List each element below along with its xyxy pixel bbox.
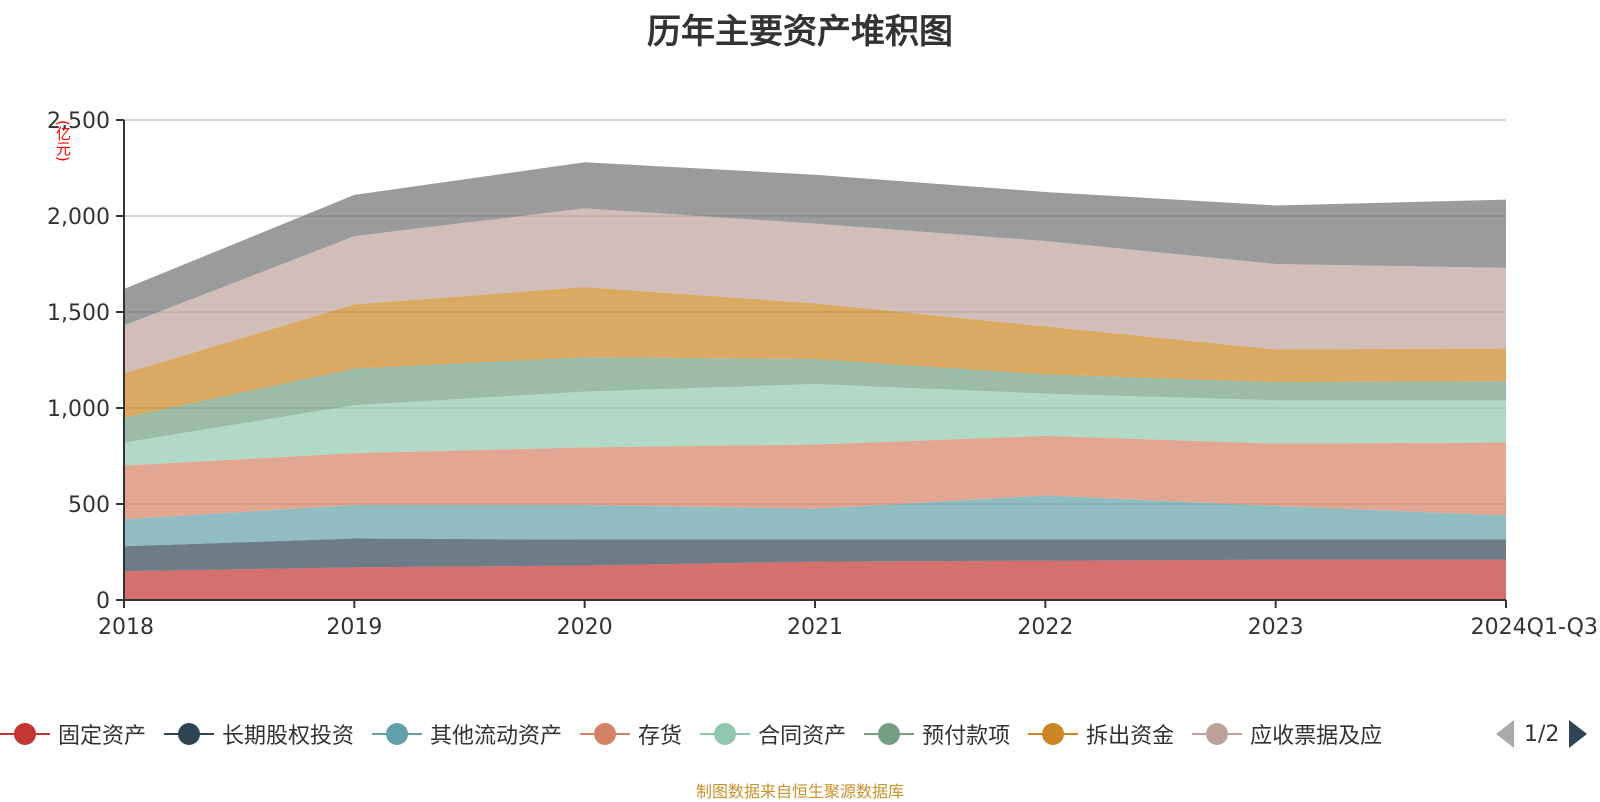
legend-label: 存货 — [638, 724, 683, 749]
legend-pager: 1/2 — [1496, 712, 1600, 756]
triangle-right-icon[interactable] — [1569, 720, 1588, 748]
legend-label: 固定资产 — [58, 724, 147, 749]
legend-item-2[interactable]: 其他流动资产 — [372, 718, 562, 750]
legend-item-7[interactable]: 应收票据及应 — [1192, 718, 1382, 750]
area-series-6 — [124, 287, 1506, 418]
area-series-4 — [124, 384, 1506, 466]
legend-item-6[interactable]: 拆出资金 — [1028, 718, 1174, 750]
y-tick-label: 2,500 — [47, 109, 110, 134]
legend-marker-icon — [1192, 722, 1243, 746]
legend-marker-icon — [372, 722, 423, 746]
legend-label: 其他流动资产 — [430, 724, 563, 749]
x-tick-label: 2022 — [1017, 615, 1073, 640]
legend-marker-icon — [864, 722, 915, 746]
x-tick-label: 2019 — [326, 615, 382, 640]
legend-item-3[interactable]: 存货 — [580, 718, 682, 750]
y-axis-unit-label: (亿元) — [54, 120, 72, 162]
y-tick-label: 0 — [96, 589, 110, 614]
x-axis-ticks: 2018 2019 2020 2021 2022 2023 2024Q1-Q3 — [98, 600, 1598, 640]
area-series-1 — [124, 538, 1506, 572]
triangle-left-icon[interactable] — [1496, 720, 1514, 748]
stacked-area-chart: 0 500 1,000 1,500 2,000 2,500 2018 2019 2020 202… — [47, 109, 1598, 640]
legend-marker-icon — [1028, 722, 1079, 746]
area-series-3 — [124, 435, 1506, 520]
x-tick-label: 2024Q1-Q3 — [1471, 615, 1598, 640]
legend-marker-icon — [700, 722, 751, 746]
y-tick-label: 2,000 — [47, 205, 110, 230]
area-series-8 — [124, 162, 1506, 326]
legend-label: 拆出资金 — [1086, 724, 1175, 749]
x-tick-label: 2023 — [1248, 615, 1304, 640]
legend-item-5[interactable]: 预付款项 — [864, 718, 1010, 750]
legend-marker-icon — [164, 722, 215, 746]
x-tick-label: 2018 — [98, 615, 154, 640]
chart-title: 历年主要资产堆积图 — [647, 12, 953, 52]
area-series-2 — [124, 495, 1506, 547]
legend-item-4[interactable]: 合同资产 — [700, 718, 846, 750]
x-tick-label: 2021 — [787, 615, 843, 640]
x-tick-label: 2020 — [557, 615, 613, 640]
y-tick-label: 1,000 — [47, 397, 110, 422]
chart-legend: 固定资产 长期股权投资 其他流动资产 存货 合同资产 预付款项 拆出资金 应收票据及应 — [0, 712, 1600, 756]
y-tick-label: 1,500 — [47, 301, 110, 326]
legend-item-1[interactable]: 长期股权投资 — [164, 718, 354, 750]
legend-label: 预付款项 — [922, 724, 1011, 749]
legend-marker-icon — [0, 722, 50, 746]
y-tick-label: 500 — [68, 493, 110, 518]
data-source-note: 制图数据来自恒生聚源数据库 — [695, 782, 904, 801]
legend-label: 应收票据及应 — [1250, 724, 1383, 749]
legend-item-0[interactable]: 固定资产 — [0, 718, 146, 750]
y-axis-ticks: 0 500 1,000 1,500 2,000 2,500 — [47, 109, 124, 614]
area-series-0 — [124, 559, 1506, 600]
pager-text: 1/2 — [1524, 721, 1560, 747]
area-series — [124, 162, 1506, 600]
legend-label: 长期股权投资 — [222, 724, 355, 749]
legend-marker-icon — [580, 722, 631, 746]
area-series-5 — [124, 357, 1506, 443]
legend-label: 合同资产 — [758, 724, 847, 749]
area-series-7 — [124, 208, 1506, 374]
